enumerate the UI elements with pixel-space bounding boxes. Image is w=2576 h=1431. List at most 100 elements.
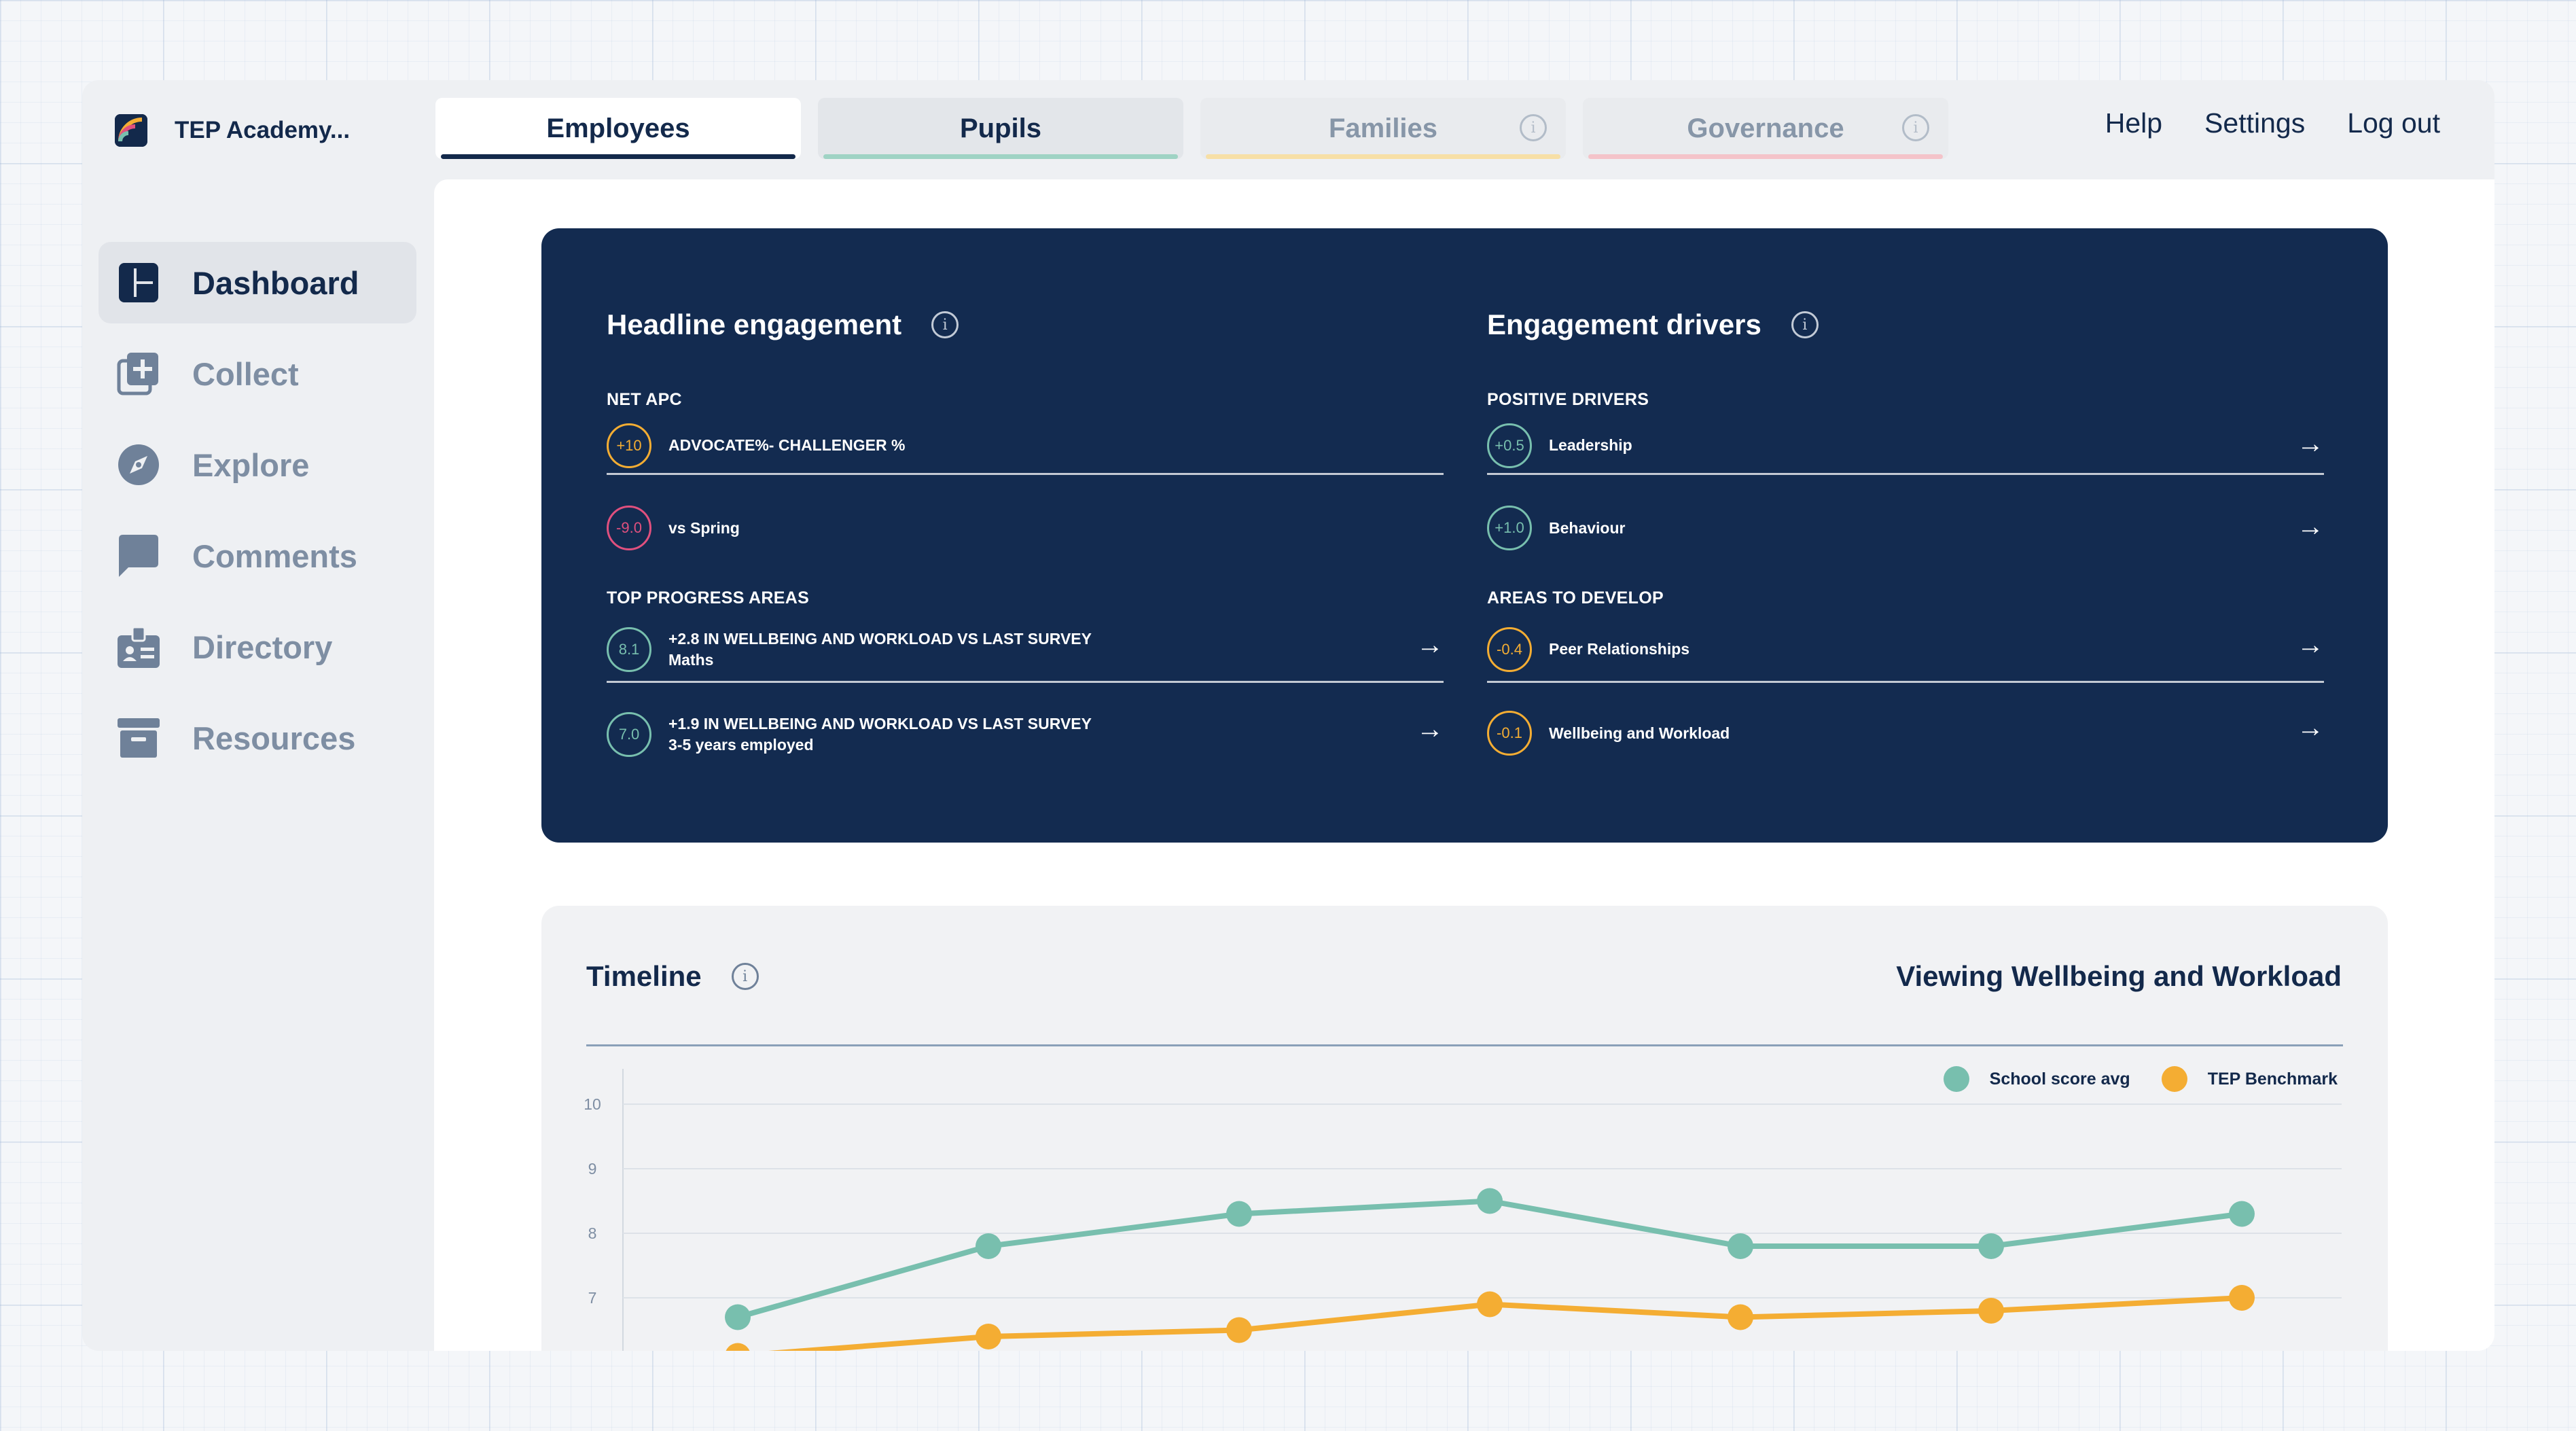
brand[interactable]: TEP Academy... bbox=[115, 114, 350, 147]
net-apc-row: +10 ADVOCATE%- CHALLENGER % bbox=[607, 418, 1444, 475]
driver-row[interactable]: -0.1 Wellbeing and Workload → bbox=[1487, 701, 2324, 766]
legend-swatch bbox=[2161, 1066, 2187, 1092]
legend-swatch bbox=[1943, 1066, 1969, 1092]
data-point bbox=[1226, 1201, 1252, 1227]
info-icon[interactable]: i bbox=[731, 963, 759, 990]
timeline-chart: 10 9 8 7 bbox=[584, 1069, 2342, 1351]
row-text: Behaviour bbox=[1549, 518, 1626, 537]
sidebar-item-comments[interactable]: Comments bbox=[99, 515, 416, 597]
legend-item[interactable]: School score avg bbox=[1943, 1066, 2130, 1092]
tab-label: Employees bbox=[546, 113, 690, 143]
data-point bbox=[1477, 1291, 1503, 1318]
legend-label: School score avg bbox=[1989, 1069, 2130, 1089]
sidebar-item-explore[interactable]: Explore bbox=[99, 424, 416, 506]
score-badge: +10 bbox=[607, 423, 651, 468]
progress-row[interactable]: 7.0 +1.9 IN WELLBEING AND WORKLOAD VS LA… bbox=[607, 702, 1444, 767]
info-icon[interactable]: i bbox=[1902, 114, 1929, 141]
positive-drivers-label: POSITIVE DRIVERS bbox=[1487, 390, 1649, 409]
driver-row[interactable]: -0.4 Peer Relationships → bbox=[1487, 618, 2324, 683]
timeline-title-text: Timeline bbox=[586, 960, 702, 992]
sidebar-item-label: Comments bbox=[192, 537, 357, 574]
arrow-right-icon[interactable]: → bbox=[2297, 429, 2324, 459]
tab-label: Families bbox=[1328, 113, 1438, 143]
arrow-right-icon[interactable]: → bbox=[1416, 630, 1444, 660]
score-badge: 8.1 bbox=[607, 626, 651, 672]
info-icon[interactable]: i bbox=[1520, 114, 1547, 141]
row-text: Wellbeing and Workload bbox=[1549, 724, 1730, 742]
logout-link[interactable]: Log out bbox=[2347, 107, 2440, 139]
tab-underline bbox=[1206, 154, 1560, 159]
data-point bbox=[976, 1324, 1001, 1349]
score-badge: +0.5 bbox=[1487, 423, 1532, 468]
info-icon[interactable]: i bbox=[931, 311, 959, 338]
score-badge: 7.0 bbox=[607, 712, 651, 757]
row-text: +1.9 IN WELLBEING AND WORKLOAD VS LAST S… bbox=[668, 713, 1092, 756]
data-point bbox=[1978, 1298, 2004, 1324]
sidebar-item-collect[interactable]: Collect bbox=[99, 333, 416, 414]
compass-icon bbox=[116, 442, 161, 487]
y-tick-label: 7 bbox=[588, 1289, 597, 1307]
brand-logo-icon bbox=[115, 114, 147, 147]
tab-underline bbox=[1588, 154, 1943, 159]
dashboard-icon bbox=[116, 260, 161, 305]
settings-link[interactable]: Settings bbox=[2204, 107, 2306, 139]
arrow-right-icon[interactable]: → bbox=[2297, 630, 2324, 660]
sidebar-item-label: Explore bbox=[192, 446, 310, 483]
arrow-right-icon[interactable]: → bbox=[1416, 714, 1444, 744]
row-text: Peer Relationships bbox=[1549, 640, 1690, 658]
arrow-right-icon[interactable]: → bbox=[2297, 713, 2324, 743]
data-point bbox=[976, 1233, 1001, 1259]
driver-row[interactable]: +0.5 Leadership → bbox=[1487, 418, 2324, 475]
headline-title-text: Headline engagement bbox=[607, 308, 902, 340]
data-point bbox=[1477, 1188, 1503, 1214]
help-link[interactable]: Help bbox=[2105, 107, 2163, 139]
sidebar-item-directory[interactable]: Directory bbox=[99, 606, 416, 688]
engagement-panel: Headline engagement i NET APC +10 ADVOCA… bbox=[541, 228, 2388, 843]
tab-underline bbox=[823, 154, 1178, 159]
row-text: ADVOCATE%- CHALLENGER % bbox=[668, 436, 906, 454]
sidebar-item-resources[interactable]: Resources bbox=[99, 697, 416, 779]
row-text: Leadership bbox=[1549, 436, 1632, 454]
legend-label: TEP Benchmark bbox=[2207, 1069, 2338, 1089]
headline-title: Headline engagement i bbox=[607, 308, 959, 341]
brand-name: TEP Academy... bbox=[175, 117, 351, 143]
sidebar-item-dashboard[interactable]: Dashboard bbox=[99, 242, 416, 323]
sidebar-item-label: Collect bbox=[192, 355, 299, 392]
tab-families[interactable]: Families i bbox=[1200, 98, 1566, 159]
y-tick-label: 10 bbox=[584, 1095, 601, 1113]
tab-employees[interactable]: Employees bbox=[435, 98, 801, 159]
arrow-right-icon[interactable]: → bbox=[2297, 512, 2324, 542]
badge-icon bbox=[116, 624, 161, 669]
sidebar-item-label: Directory bbox=[192, 629, 333, 665]
tab-label: Pupils bbox=[959, 113, 1042, 143]
y-tick-label: 9 bbox=[588, 1160, 597, 1178]
tab-underline bbox=[441, 154, 795, 159]
sidebar-item-label: Dashboard bbox=[192, 264, 359, 301]
row-title: +2.8 IN WELLBEING AND WORKLOAD VS LAST S… bbox=[668, 629, 1092, 648]
driver-row[interactable]: +1.0 Behaviour → bbox=[1487, 501, 2324, 555]
app-window: TEP Academy... Employees Pupils Families… bbox=[82, 80, 2494, 1351]
sidebar-item-label: Resources bbox=[192, 720, 356, 756]
timeline-panel: Timeline i Viewing Wellbeing and Workloa… bbox=[541, 906, 2388, 1351]
info-icon[interactable]: i bbox=[1791, 311, 1819, 338]
comment-icon bbox=[116, 533, 161, 578]
vs-spring-row: -9.0 vs Spring bbox=[607, 501, 1444, 555]
tab-label: Governance bbox=[1687, 113, 1844, 143]
progress-row[interactable]: 8.1 +2.8 IN WELLBEING AND WORKLOAD VS LA… bbox=[607, 618, 1444, 683]
data-point bbox=[2229, 1285, 2255, 1311]
top-links: Help Settings Log out bbox=[2105, 107, 2440, 139]
tab-pupils[interactable]: Pupils bbox=[818, 98, 1183, 159]
row-subtitle: 3-5 years employed bbox=[668, 736, 814, 754]
data-point bbox=[725, 1304, 751, 1330]
areas-to-develop-label: AREAS TO DEVELOP bbox=[1487, 588, 1664, 607]
drivers-title-text: Engagement drivers bbox=[1487, 308, 1761, 340]
data-point bbox=[1978, 1233, 2004, 1259]
tab-governance[interactable]: Governance i bbox=[1583, 98, 1948, 159]
legend-item[interactable]: TEP Benchmark bbox=[2161, 1066, 2338, 1092]
score-badge: -9.0 bbox=[607, 506, 651, 550]
net-apc-label: NET APC bbox=[607, 390, 682, 409]
data-point bbox=[1728, 1233, 1753, 1259]
row-title: +1.9 IN WELLBEING AND WORKLOAD VS LAST S… bbox=[668, 715, 1092, 732]
collect-icon bbox=[116, 351, 161, 396]
row-text: vs Spring bbox=[668, 518, 740, 537]
